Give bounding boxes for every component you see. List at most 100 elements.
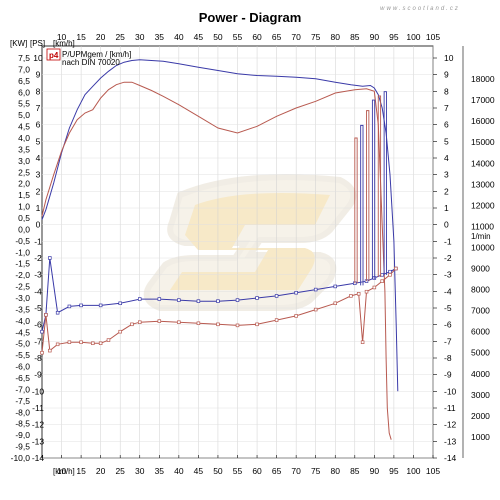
ps-tick-label: -9 (34, 370, 42, 380)
series-4-point (44, 313, 48, 317)
rpm-spike (366, 110, 370, 282)
series-3-point (196, 299, 201, 303)
rpm-tick-label: 12000 (471, 200, 495, 210)
right-ps-tick-label: 6 (444, 120, 449, 130)
ps-tick-label: -8 (34, 353, 42, 363)
ps-tick-label: 0 (36, 220, 41, 230)
kw-tick-label: -2,0 (15, 270, 30, 280)
kw-tick-label: -7,5 (15, 396, 30, 406)
x-tick-labels-bottom: 10 15 20 25 30 35 40 45 50 55 60 65 70 75 80 85 90 95 100 1… (57, 455, 440, 476)
kw-tick-label: -4,0 (15, 316, 30, 326)
series-3-point (313, 287, 318, 292)
series-3-point (138, 297, 142, 301)
right-ps-tick-label: 8 (444, 86, 449, 96)
x-tick-label-top: 95 (389, 32, 399, 42)
x-tick-label-bottom: 105 (426, 466, 440, 476)
kw-tick-label: 4,0 (18, 133, 30, 143)
right-ps-tick-label: 2 (444, 186, 449, 196)
series-4-point (48, 348, 52, 353)
rpm-tick-label: 11000 (471, 221, 494, 231)
kw-tick-label: 6,5 (18, 76, 30, 86)
x-tick-label-bottom: 70 (291, 466, 301, 476)
series-4-point (138, 320, 142, 324)
kw-tick-label: -9,5 (15, 442, 30, 452)
rpm-spike (371, 99, 376, 280)
series-4-point (394, 266, 398, 271)
kw-tick-label: -2,5 (15, 282, 30, 292)
ps-tick-label: -5 (34, 303, 42, 313)
kw-tick-label: -4,5 (15, 327, 30, 337)
right-ps-tick-label: 7 (444, 103, 449, 113)
series-4-point (333, 301, 338, 306)
x-tick-label-bottom: 30 (135, 466, 145, 476)
rpm-spike (360, 124, 364, 286)
x-axis-label-top: [km/h] (53, 39, 75, 48)
series-4-point (216, 322, 220, 327)
x-tick-label-bottom: 15 (76, 466, 86, 476)
kw-tick-label: -3,5 (15, 304, 30, 314)
right-ps-tick-label: -2 (444, 253, 452, 263)
ps-tick-label: -10 (32, 386, 45, 396)
kw-tick-label: 3,5 (18, 144, 30, 154)
x-tick-labels-top: 10 15 20 25 30 35 40 45 50 55 60 65 70 75 80 85 90 95 100 1… (57, 32, 441, 42)
kw-tick-label: -8,0 (15, 407, 30, 417)
x-tick-label-top: 80 (331, 32, 341, 42)
kw-tick-label: -1,0 (15, 247, 30, 257)
ps-tick-label: -2 (34, 253, 42, 263)
series-3-point (177, 298, 181, 302)
series-4-point (235, 323, 240, 328)
rpm-axis-unit: 1/min (471, 232, 491, 241)
ps-tick-label: 4 (36, 153, 41, 163)
series-3-point (216, 299, 220, 303)
rpm-tick-label: 15000 (471, 137, 495, 147)
ps-tick-label: 5 (36, 136, 41, 146)
x-tick-label-top: 25 (115, 32, 125, 42)
ps-tick-label: -14 (32, 453, 45, 463)
ps-tick-label: 3 (36, 170, 41, 180)
kw-tick-label: -6,0 (15, 362, 30, 372)
series-3-point (55, 310, 60, 315)
kw-tick-labels: 7,57,0 6,56,0 5,55,0 4,54,03,5 3,02,5 2,01,5 1… (11, 53, 31, 463)
ps-tick-label: 1 (36, 203, 41, 213)
right-ps-tick-label: -4 (444, 286, 452, 296)
right-ps-tick-label: -1 (444, 236, 452, 246)
ps-axis-unit: [PS] (30, 39, 45, 48)
rpm-tick-label: 4000 (471, 369, 490, 379)
x-tick-label-bottom: 80 (331, 466, 341, 476)
ps-tick-label: -13 (32, 436, 45, 446)
right-ps-tick-labels: 109876543210-1-2-3-4-5-6-7-8-9-10-11-12-… (433, 46, 464, 463)
x-tick-label-bottom: 65 (272, 466, 282, 476)
series-3-point (40, 329, 44, 334)
right-ps-tick-label: -12 (444, 420, 457, 430)
series-4-point (274, 318, 279, 322)
x-tick-label-top: 45 (194, 32, 204, 42)
x-tick-label-bottom: 60 (252, 466, 262, 476)
kw-tick-label: -5,5 (15, 350, 30, 360)
x-tick-label-bottom: 85 (350, 466, 360, 476)
ps-tick-label: 8 (36, 86, 41, 96)
kw-tick-label: 2,0 (18, 179, 30, 189)
kw-tick-label: 7,5 (18, 53, 30, 63)
legend-badge-box (46, 48, 61, 61)
watermark-text: www.scootland.cz (380, 6, 460, 12)
x-tick-label-bottom: 100 (406, 466, 420, 476)
right-ps-tick-label: 5 (444, 136, 449, 146)
x-tick-label-bottom: 95 (389, 466, 399, 476)
ps-tick-labels: 109876543210-1-2-3-4-5-6-7-8-9-10-11-12-… (32, 53, 45, 463)
x-tick-label-bottom: 45 (194, 466, 204, 476)
series-4-point (91, 341, 95, 346)
series-4-point (130, 322, 134, 327)
series-4-point (55, 342, 60, 347)
kw-tick-label: -0,5 (15, 236, 30, 246)
x-tick-label-bottom: 50 (213, 466, 223, 476)
series-3-point (388, 269, 392, 274)
series-3-point (255, 296, 259, 300)
rpm-spike (354, 137, 358, 284)
series-4-point (294, 314, 298, 318)
kw-tick-label: -9,0 (15, 430, 30, 440)
kw-tick-label: -10,0 (11, 453, 31, 463)
x-tick-label-top: 20 (96, 32, 106, 42)
x-tick-label-top: 60 (252, 32, 262, 42)
series-4-point (177, 320, 181, 324)
series-4-point (349, 294, 353, 298)
